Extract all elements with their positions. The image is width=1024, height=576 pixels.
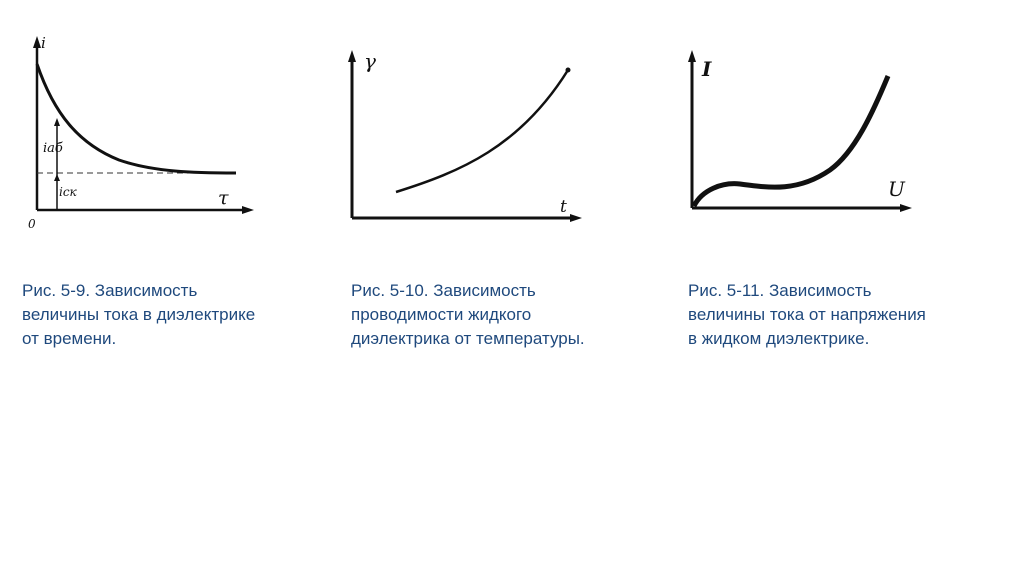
absorption-current-label: iаб (43, 141, 63, 156)
conduction-arrow-up (54, 174, 60, 181)
conduction-current-label: iск (59, 185, 78, 199)
x-axis-label: U (888, 177, 906, 201)
x-axis-label: t (560, 197, 567, 217)
figure-5-11-caption: Рис. 5-11. Зависимость величины тока от … (688, 281, 926, 348)
origin-label: 0 (28, 217, 36, 231)
figure-5-9-caption: Рис. 5-9. Зависимость величины тока в ди… (22, 281, 256, 348)
y-axis-arrow (688, 50, 696, 62)
figure-5-11-graph: I U (688, 50, 912, 212)
x-axis-label: τ (218, 187, 229, 209)
figure-conductivity-vs-temperature: γ t (340, 42, 590, 232)
current-decay-curve (35, 63, 237, 175)
x-axis-arrow (570, 214, 582, 222)
curve-end-dot (565, 67, 571, 73)
figure-5-10-caption: Рис. 5-10. Зависимость проводимости жидк… (351, 281, 585, 348)
y-axis-label: i (41, 34, 46, 52)
conductivity-curve (395, 69, 570, 194)
figure-current-vs-time: i τ 0 iаб iск (24, 34, 264, 234)
figure-current-vs-voltage: I U (680, 42, 920, 222)
x-axis-arrow (900, 204, 912, 212)
current-voltage-curve (691, 75, 891, 208)
y-axis-label: I (701, 57, 712, 81)
y-axis-arrow (33, 36, 41, 48)
y-axis-label: γ (364, 49, 376, 73)
absorption-arrow-up (54, 118, 60, 126)
x-axis-arrow (242, 206, 254, 214)
figure-5-10-graph: γ t (348, 49, 582, 222)
y-axis-arrow (348, 50, 356, 62)
figure-5-9-graph: i τ 0 iаб iск (28, 34, 254, 231)
